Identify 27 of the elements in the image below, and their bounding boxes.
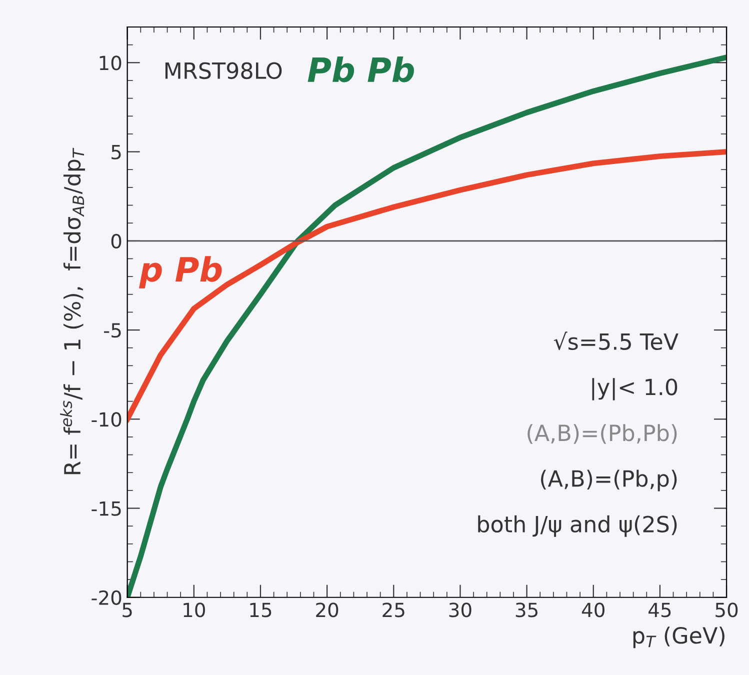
x-tick-label: 30 [449,602,472,618]
y-tick-label: -20 [92,590,122,606]
x-tick-label: 10 [184,602,205,618]
x-tick-label: 25 [382,602,404,618]
y-tick-label: -5 [104,323,121,338]
annotation: √s=5.5 TeV [554,332,678,350]
x-tick-label: 20 [316,602,338,618]
text: Pb Pb [308,56,414,82]
x-tick-label: 5 [122,602,132,618]
y-tick-label: 10 [100,56,122,70]
annotation: (A,B)=(Pb,Pb) [528,424,677,444]
x-tick-label: 40 [582,602,604,618]
x-tick-label: 15 [250,602,272,618]
x-tick-label: 35 [516,602,538,618]
x-axis-title: p$_{T}$ (GeV) [633,626,724,648]
y-tick-label: 0 [111,234,122,249]
annotation: both J/ψ and ψ(2S) [478,515,677,537]
x-tick-label: 50 [716,602,738,618]
annotation: |y|< 1.0 [592,378,678,400]
annotation: MRST98LO [165,62,282,80]
y-tick-label: 5 [112,144,121,160]
y-tick-label: -15 [92,501,121,516]
y-tick-label: -10 [92,412,122,427]
annotation: (A,B)=(Pb,p) [541,470,677,492]
series-label: p Pb [138,256,222,288]
x-tick-label: 45 [648,602,671,618]
y-axis-title: R= f$^{eks}$/f − 1 (%), f=dσ$_{AB}$/dp$_{T}$ [60,148,85,474]
